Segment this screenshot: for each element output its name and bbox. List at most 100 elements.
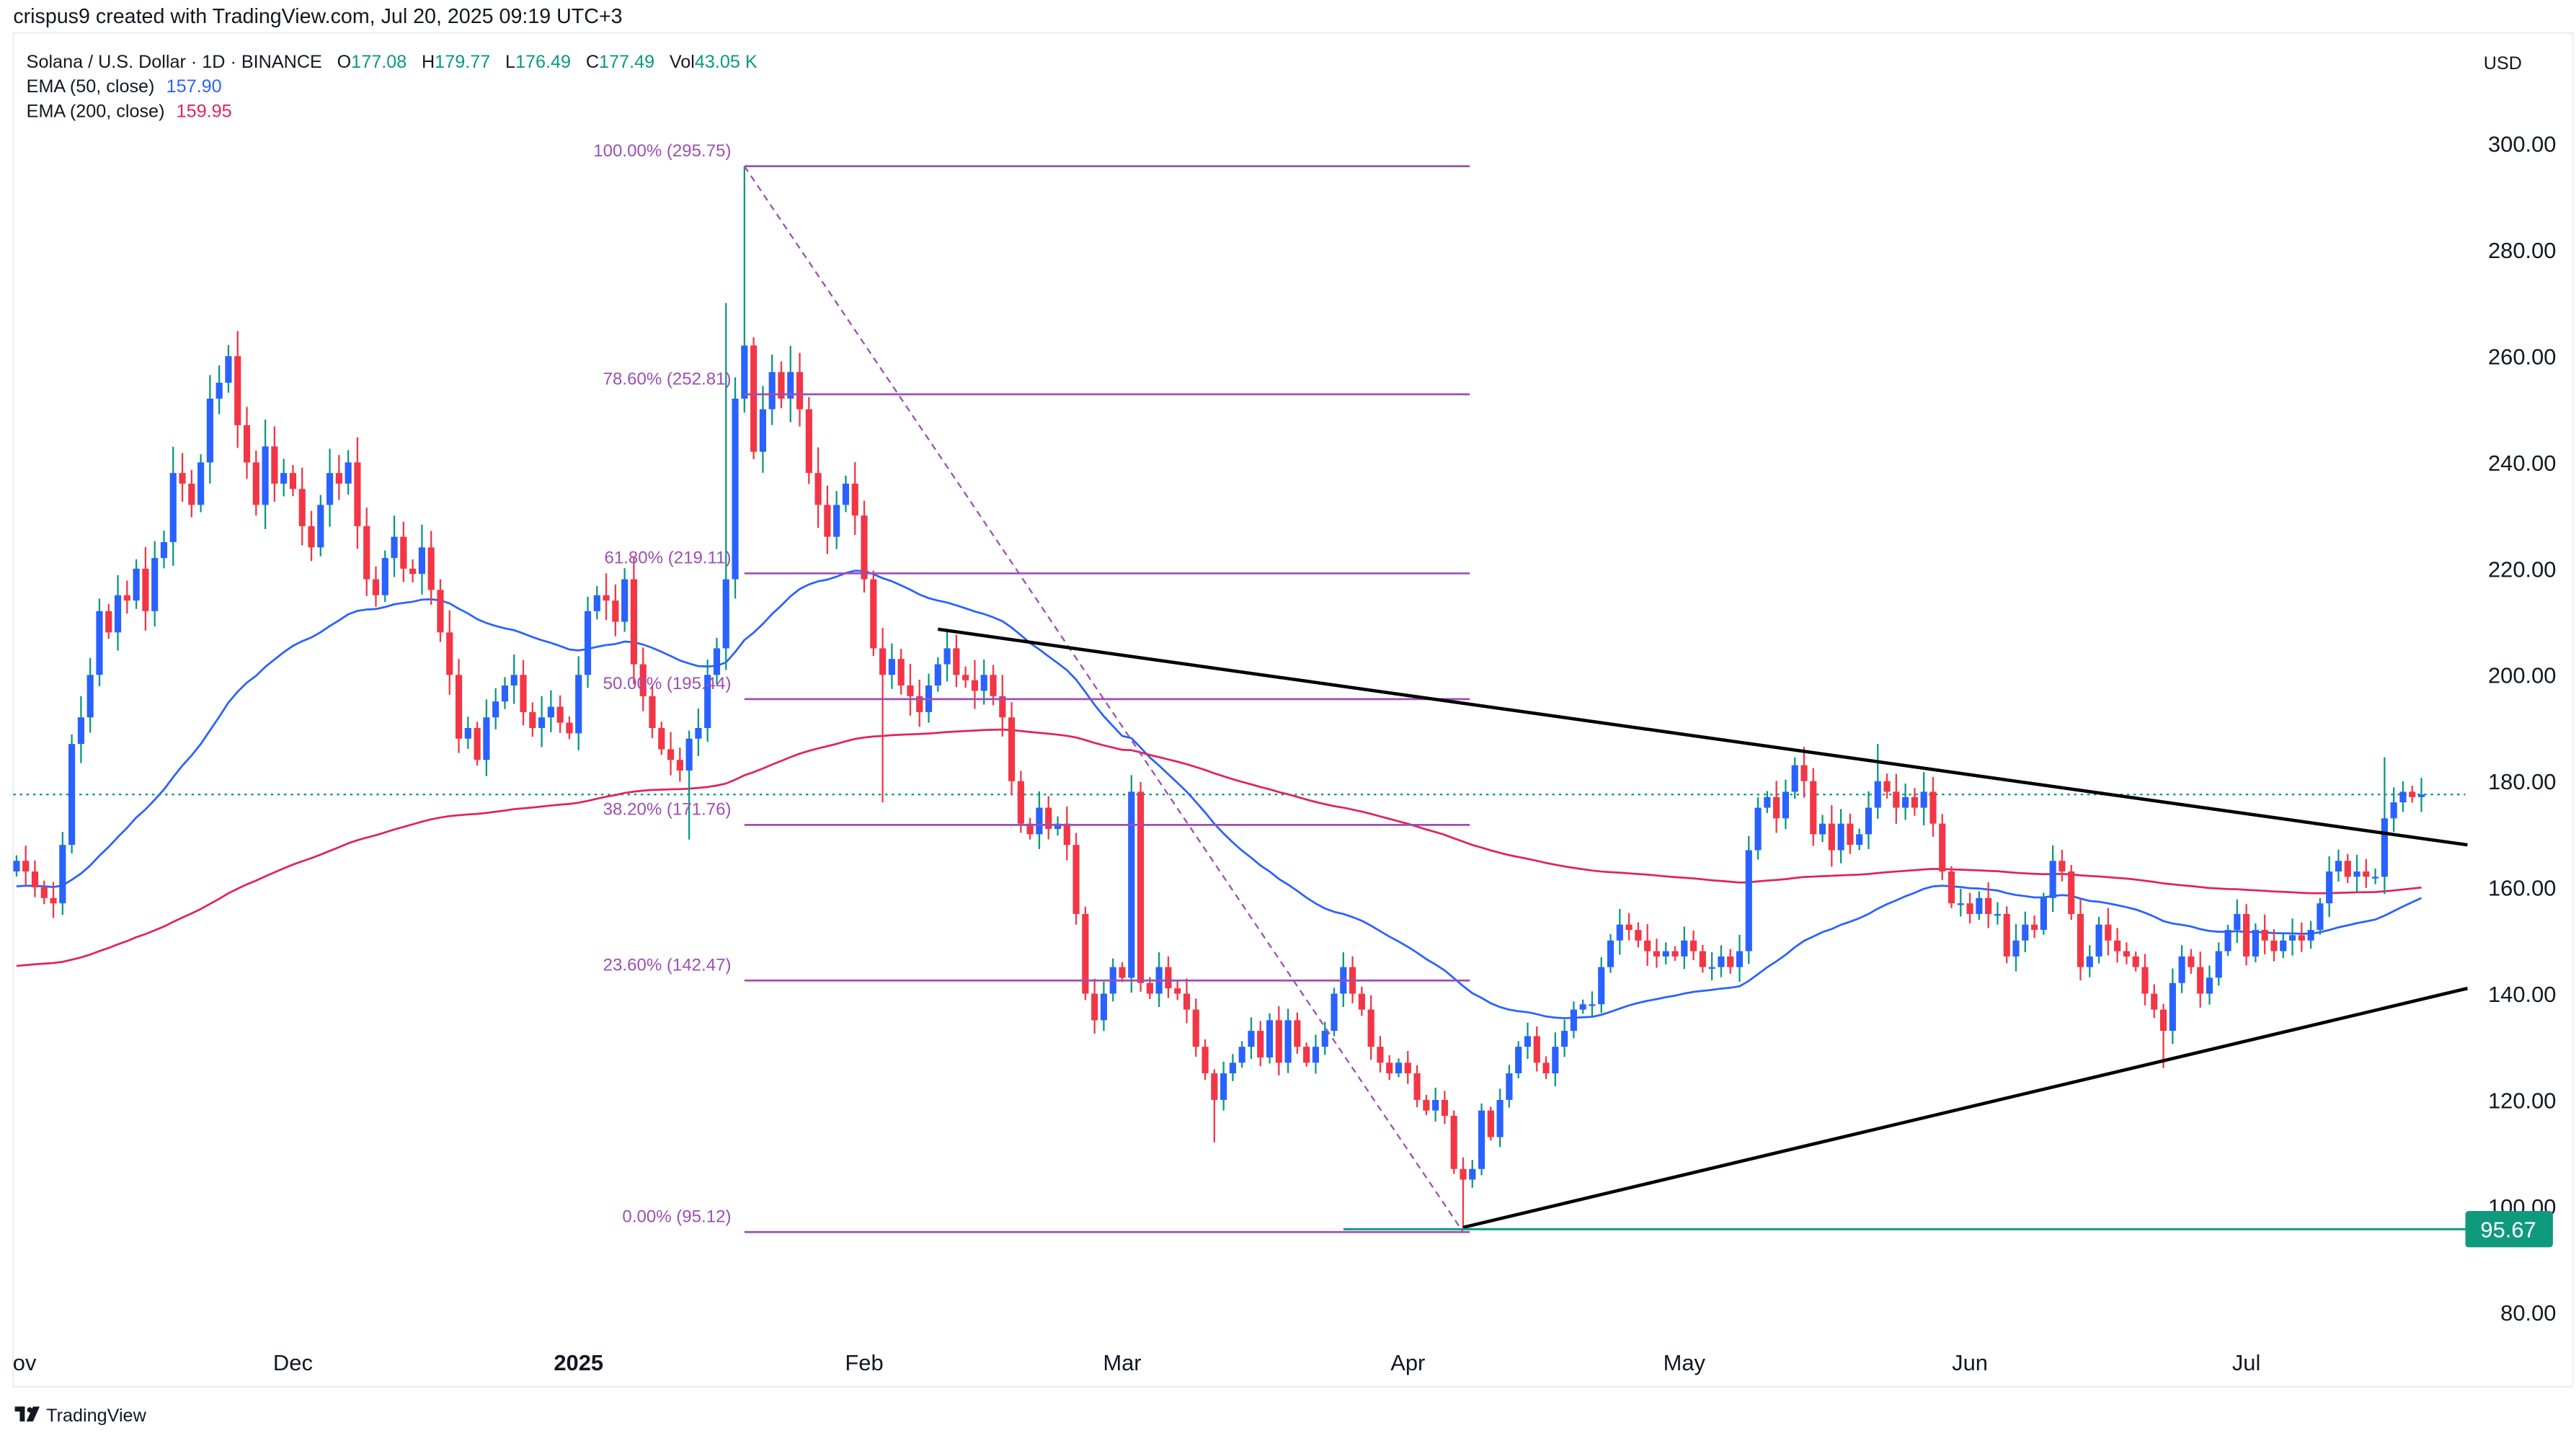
candle[interactable] [787,345,794,422]
candle[interactable] [1524,1022,1532,1060]
candle[interactable] [142,546,149,631]
candle[interactable] [833,491,840,549]
candle[interactable] [2372,868,2379,884]
candle[interactable] [1220,1061,1227,1111]
candle[interactable] [1054,816,1062,836]
candle[interactable] [2068,864,2075,920]
candle[interactable] [345,450,352,495]
candle[interactable] [2224,924,2231,956]
candle[interactable] [980,660,987,705]
candle[interactable] [1303,1042,1310,1067]
candle[interactable] [1947,866,1955,908]
candle[interactable] [40,880,48,905]
candle[interactable] [2105,908,2112,956]
candle[interactable] [1745,835,1752,964]
candle[interactable] [768,354,776,425]
candle[interactable] [630,556,638,685]
candle[interactable] [2031,915,2038,939]
candle[interactable] [1818,815,1826,843]
candle[interactable] [77,696,84,763]
candle[interactable] [2234,899,2241,944]
candle[interactable] [2363,859,2370,888]
candle[interactable] [1395,1058,1403,1078]
candle[interactable] [1174,981,1181,1001]
candle[interactable] [621,568,629,632]
candle[interactable] [2288,918,2296,956]
candle[interactable] [1165,956,1172,998]
candle[interactable] [2326,856,2333,918]
candle[interactable] [455,659,463,753]
fibonacci-retracement[interactable]: 100.00% (295.75) 78.60% (252.81) 61.80% (2… [593,141,1470,1233]
candle[interactable] [1644,924,1651,966]
candle[interactable] [381,550,388,603]
candle[interactable] [1570,1001,1577,1039]
candle[interactable] [750,337,758,460]
candle[interactable] [1662,942,1669,964]
candle[interactable] [1764,791,1771,814]
candle[interactable] [888,643,895,689]
ema50-legend[interactable]: EMA (50, close) 157.90 [27,76,222,97]
candle[interactable] [2215,942,2222,986]
candle[interactable] [1211,1069,1218,1143]
candle[interactable] [2022,911,2029,953]
candle[interactable] [916,680,923,727]
candle[interactable] [326,448,334,527]
candle[interactable] [2114,928,2121,963]
candle[interactable] [2012,923,2020,972]
candle[interactable] [96,598,103,687]
candle[interactable] [2123,942,2131,964]
candle[interactable] [234,331,241,448]
candle[interactable] [1985,882,1992,928]
candle[interactable] [123,580,130,614]
candle[interactable] [1754,797,1762,860]
candle[interactable] [1063,806,1070,861]
candle[interactable] [2132,951,2139,972]
candle[interactable] [1929,777,1937,837]
ema200-legend[interactable]: EMA (200, close) 159.95 [27,102,232,122]
candle[interactable] [1718,945,1725,977]
candle[interactable] [510,654,518,704]
candle[interactable] [1460,1157,1467,1230]
candle[interactable] [206,375,213,484]
candle[interactable] [2243,904,2250,966]
candle[interactable] [400,521,407,582]
candle[interactable] [160,531,168,569]
candle[interactable] [1589,991,1596,1016]
candle[interactable] [105,604,112,639]
candle[interactable] [1284,1008,1292,1073]
candle[interactable] [1976,891,1983,920]
candle[interactable] [1478,1103,1485,1176]
candle[interactable] [446,610,453,695]
candle[interactable] [1708,952,1715,981]
candle[interactable] [1847,813,1854,854]
candle[interactable] [1367,995,1374,1060]
candle[interactable] [1828,805,1835,867]
candle[interactable] [814,447,822,528]
candle[interactable] [695,709,702,756]
candle[interactable] [879,628,887,803]
candle[interactable] [308,510,315,562]
candle[interactable] [243,407,251,479]
candle[interactable] [335,455,342,500]
candle[interactable] [483,699,490,776]
candle[interactable] [1893,773,1900,824]
candle[interactable] [1487,1106,1494,1141]
candle[interactable] [1432,1087,1439,1122]
candle[interactable] [1386,1055,1393,1081]
candle[interactable] [1920,772,1927,826]
candle[interactable] [2270,929,2278,962]
candle[interactable] [778,361,785,409]
candle[interactable] [1128,775,1135,993]
candle[interactable] [492,688,499,729]
candle[interactable] [732,377,739,599]
candle[interactable] [538,696,546,747]
candle[interactable] [1837,809,1844,864]
candle[interactable] [1579,999,1586,1014]
candle[interactable] [1413,1065,1421,1108]
candle[interactable] [169,446,177,566]
candle[interactable] [1994,902,2002,925]
currency-label[interactable]: USD [2484,53,2522,74]
candle[interactable] [842,475,850,513]
candle[interactable] [2058,849,2066,882]
candle[interactable] [796,352,804,427]
